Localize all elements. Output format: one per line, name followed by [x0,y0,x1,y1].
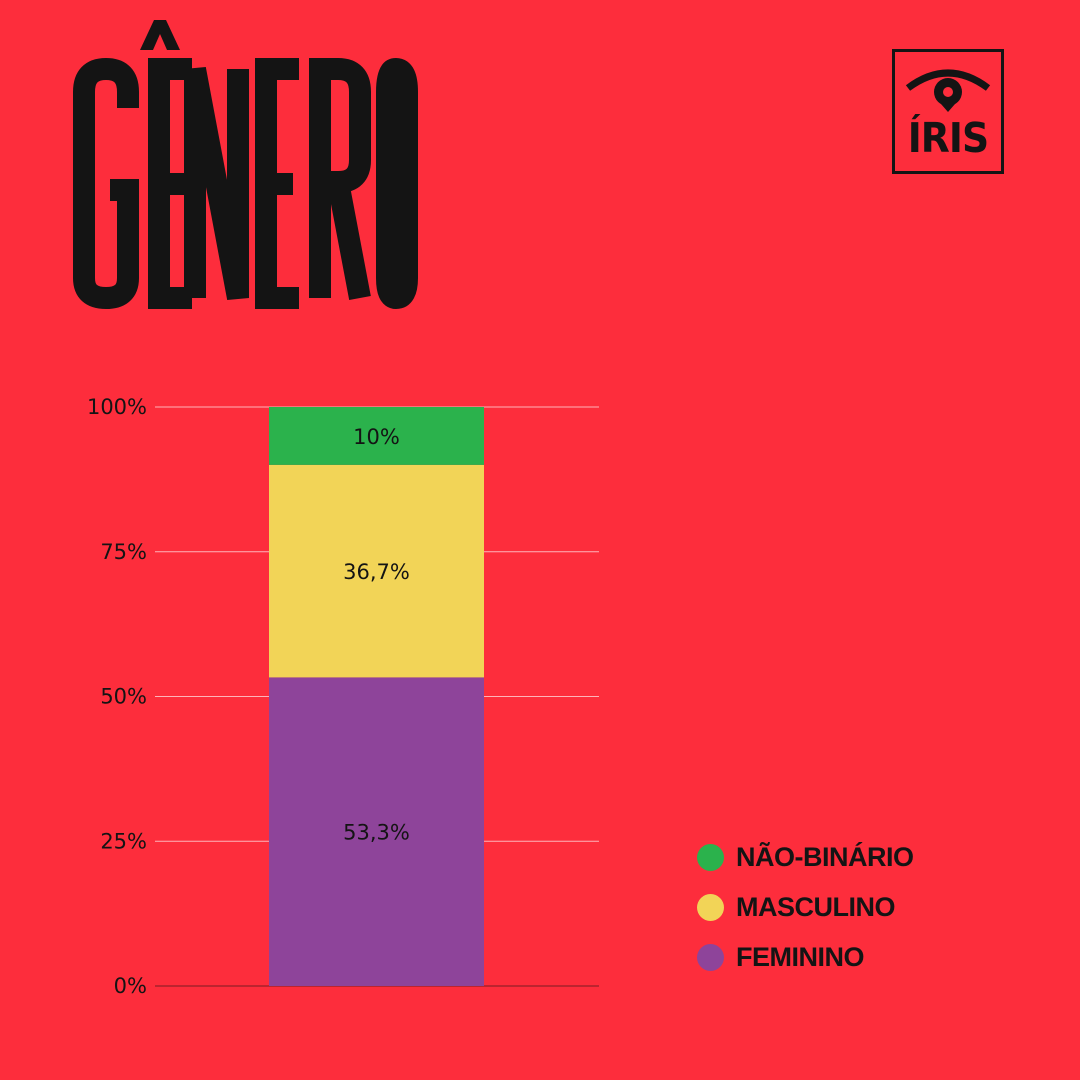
title-letter-e2 [255,58,299,309]
page-title [73,20,418,310]
bar-segment-feminino [269,677,484,986]
title-letter-o [376,57,418,310]
y-tick-label-0: 0% [114,974,147,998]
data-label-masculino: 36,7% [343,560,410,584]
bar-segment-nao-binario [269,407,484,465]
legend-item-masculino: MASCULINO [697,890,1037,924]
bar-segment-masculino [269,464,484,678]
title-letter-r [309,58,371,301]
data-label-nao-binario: 10% [353,425,400,449]
legend-label-feminino: FEMININO [736,941,865,972]
legend-swatch-feminino [697,943,724,971]
legend-swatch-masculino [697,893,724,921]
data-label-feminino: 53,3% [343,821,410,845]
iris-logo: ÍRIS [892,49,1004,174]
y-tick-label-100: 100% [87,395,147,419]
title-circumflex [140,20,180,50]
title-letter-e [148,58,192,309]
legend-label-masculino: MASCULINO [736,891,896,922]
legend-label-nao-binario: NÃO-BINÁRIO [736,841,914,872]
y-tick-label-50: 50% [100,685,147,709]
legend-item-nao-binario: NÃO-BINÁRIO [697,840,1037,874]
legend-item-feminino: FEMININO [697,940,1037,974]
title-letter-n [184,66,249,301]
eye-icon [905,69,991,112]
title-letter-g [73,57,139,310]
y-tick-label-75: 75% [100,540,147,564]
legend-swatch-nao-binario [697,843,724,871]
brand-name: ÍRIS [907,114,990,162]
y-tick-label-25: 25% [100,829,147,853]
